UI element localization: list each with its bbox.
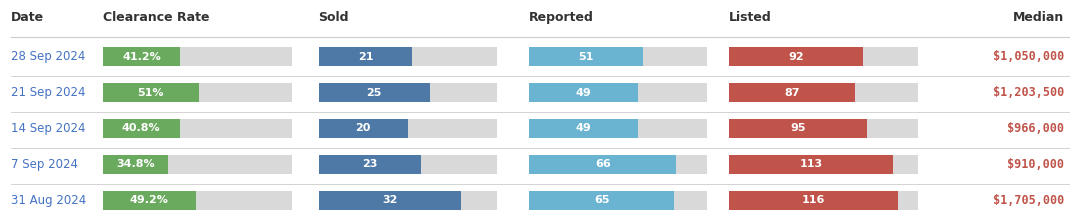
Text: Clearance Rate: Clearance Rate: [103, 11, 210, 24]
Bar: [529, 119, 638, 138]
Bar: [529, 155, 707, 174]
Bar: [529, 83, 707, 102]
Text: 28 Sep 2024: 28 Sep 2024: [11, 50, 85, 63]
Bar: [319, 191, 461, 210]
Bar: [103, 119, 292, 138]
Bar: [529, 119, 707, 138]
Text: Reported: Reported: [529, 11, 594, 24]
Bar: [103, 47, 180, 66]
Bar: [529, 47, 643, 66]
Text: 32: 32: [382, 195, 397, 205]
Text: Sold: Sold: [319, 11, 349, 24]
Text: 49: 49: [576, 88, 592, 98]
Text: Median: Median: [1013, 11, 1064, 24]
Text: $910,000: $910,000: [1007, 158, 1064, 171]
Text: $1,705,000: $1,705,000: [993, 194, 1064, 207]
Bar: [103, 47, 292, 66]
Bar: [103, 155, 292, 174]
Text: Date: Date: [11, 11, 44, 24]
Text: 20: 20: [355, 124, 370, 134]
Text: 41.2%: 41.2%: [122, 52, 161, 62]
Bar: [319, 47, 497, 66]
Bar: [729, 155, 918, 174]
Bar: [729, 191, 897, 210]
Bar: [103, 191, 195, 210]
Bar: [103, 83, 292, 102]
Bar: [529, 47, 707, 66]
Bar: [529, 191, 674, 210]
Bar: [529, 155, 676, 174]
Bar: [319, 155, 497, 174]
Bar: [319, 83, 430, 102]
Text: 65: 65: [594, 195, 609, 205]
Bar: [529, 191, 707, 210]
Text: 92: 92: [788, 52, 804, 62]
Text: 21 Sep 2024: 21 Sep 2024: [11, 86, 85, 99]
Text: Listed: Listed: [729, 11, 772, 24]
Bar: [319, 191, 497, 210]
Bar: [319, 119, 408, 138]
Bar: [319, 47, 413, 66]
Bar: [103, 83, 199, 102]
Text: 49.2%: 49.2%: [130, 195, 168, 205]
Text: 51: 51: [578, 52, 594, 62]
Bar: [103, 191, 292, 210]
Text: 95: 95: [791, 124, 806, 134]
Text: 66: 66: [595, 159, 610, 170]
Bar: [103, 155, 168, 174]
Bar: [729, 191, 918, 210]
Text: $966,000: $966,000: [1007, 122, 1064, 135]
Bar: [729, 83, 918, 102]
Text: 113: 113: [799, 159, 823, 170]
Bar: [729, 119, 918, 138]
Bar: [729, 47, 918, 66]
Text: 25: 25: [366, 88, 382, 98]
Bar: [319, 83, 497, 102]
Text: 116: 116: [801, 195, 825, 205]
Text: $1,203,500: $1,203,500: [993, 86, 1064, 99]
Text: 14 Sep 2024: 14 Sep 2024: [11, 122, 85, 135]
Text: 21: 21: [357, 52, 373, 62]
Text: 34.8%: 34.8%: [117, 159, 154, 170]
Bar: [319, 119, 497, 138]
Text: 23: 23: [362, 159, 378, 170]
Text: 87: 87: [784, 88, 800, 98]
Text: 51%: 51%: [137, 88, 164, 98]
Text: 40.8%: 40.8%: [122, 124, 161, 134]
Text: 49: 49: [576, 124, 592, 134]
Bar: [729, 155, 893, 174]
Text: 7 Sep 2024: 7 Sep 2024: [11, 158, 78, 171]
Bar: [729, 119, 867, 138]
Text: $1,050,000: $1,050,000: [993, 50, 1064, 63]
Bar: [529, 83, 638, 102]
Bar: [729, 47, 863, 66]
Text: 31 Aug 2024: 31 Aug 2024: [11, 194, 86, 207]
Bar: [103, 119, 179, 138]
Bar: [729, 83, 855, 102]
Bar: [319, 155, 421, 174]
